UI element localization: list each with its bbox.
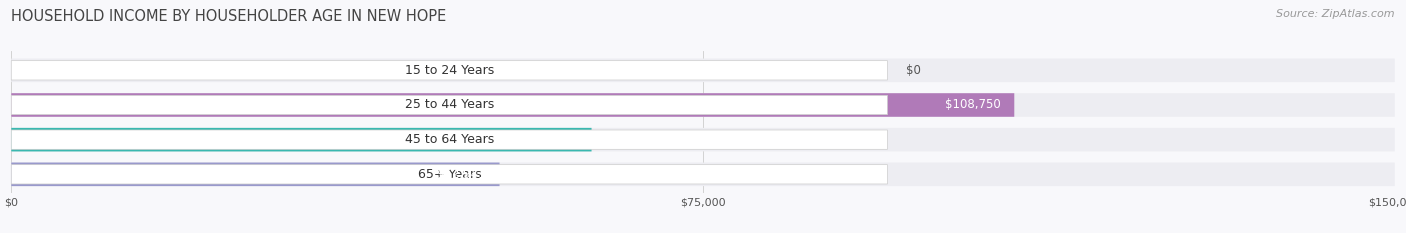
Text: $0: $0 [905, 64, 921, 77]
Text: 45 to 64 Years: 45 to 64 Years [405, 133, 494, 146]
FancyBboxPatch shape [11, 163, 499, 186]
FancyBboxPatch shape [11, 165, 887, 184]
Text: Source: ZipAtlas.com: Source: ZipAtlas.com [1277, 9, 1395, 19]
FancyBboxPatch shape [11, 93, 1014, 117]
Text: 15 to 24 Years: 15 to 24 Years [405, 64, 494, 77]
FancyBboxPatch shape [11, 128, 592, 151]
FancyBboxPatch shape [11, 130, 887, 149]
Text: 65+ Years: 65+ Years [418, 168, 481, 181]
FancyBboxPatch shape [11, 58, 1395, 82]
FancyBboxPatch shape [11, 128, 1395, 151]
FancyBboxPatch shape [11, 61, 887, 80]
Text: $62,917: $62,917 [529, 133, 578, 146]
FancyBboxPatch shape [11, 95, 887, 115]
Text: HOUSEHOLD INCOME BY HOUSEHOLDER AGE IN NEW HOPE: HOUSEHOLD INCOME BY HOUSEHOLDER AGE IN N… [11, 9, 447, 24]
Text: $52,941: $52,941 [437, 168, 485, 181]
Text: 25 to 44 Years: 25 to 44 Years [405, 99, 494, 112]
FancyBboxPatch shape [11, 163, 1395, 186]
FancyBboxPatch shape [11, 93, 1395, 117]
Text: $108,750: $108,750 [945, 99, 1001, 112]
